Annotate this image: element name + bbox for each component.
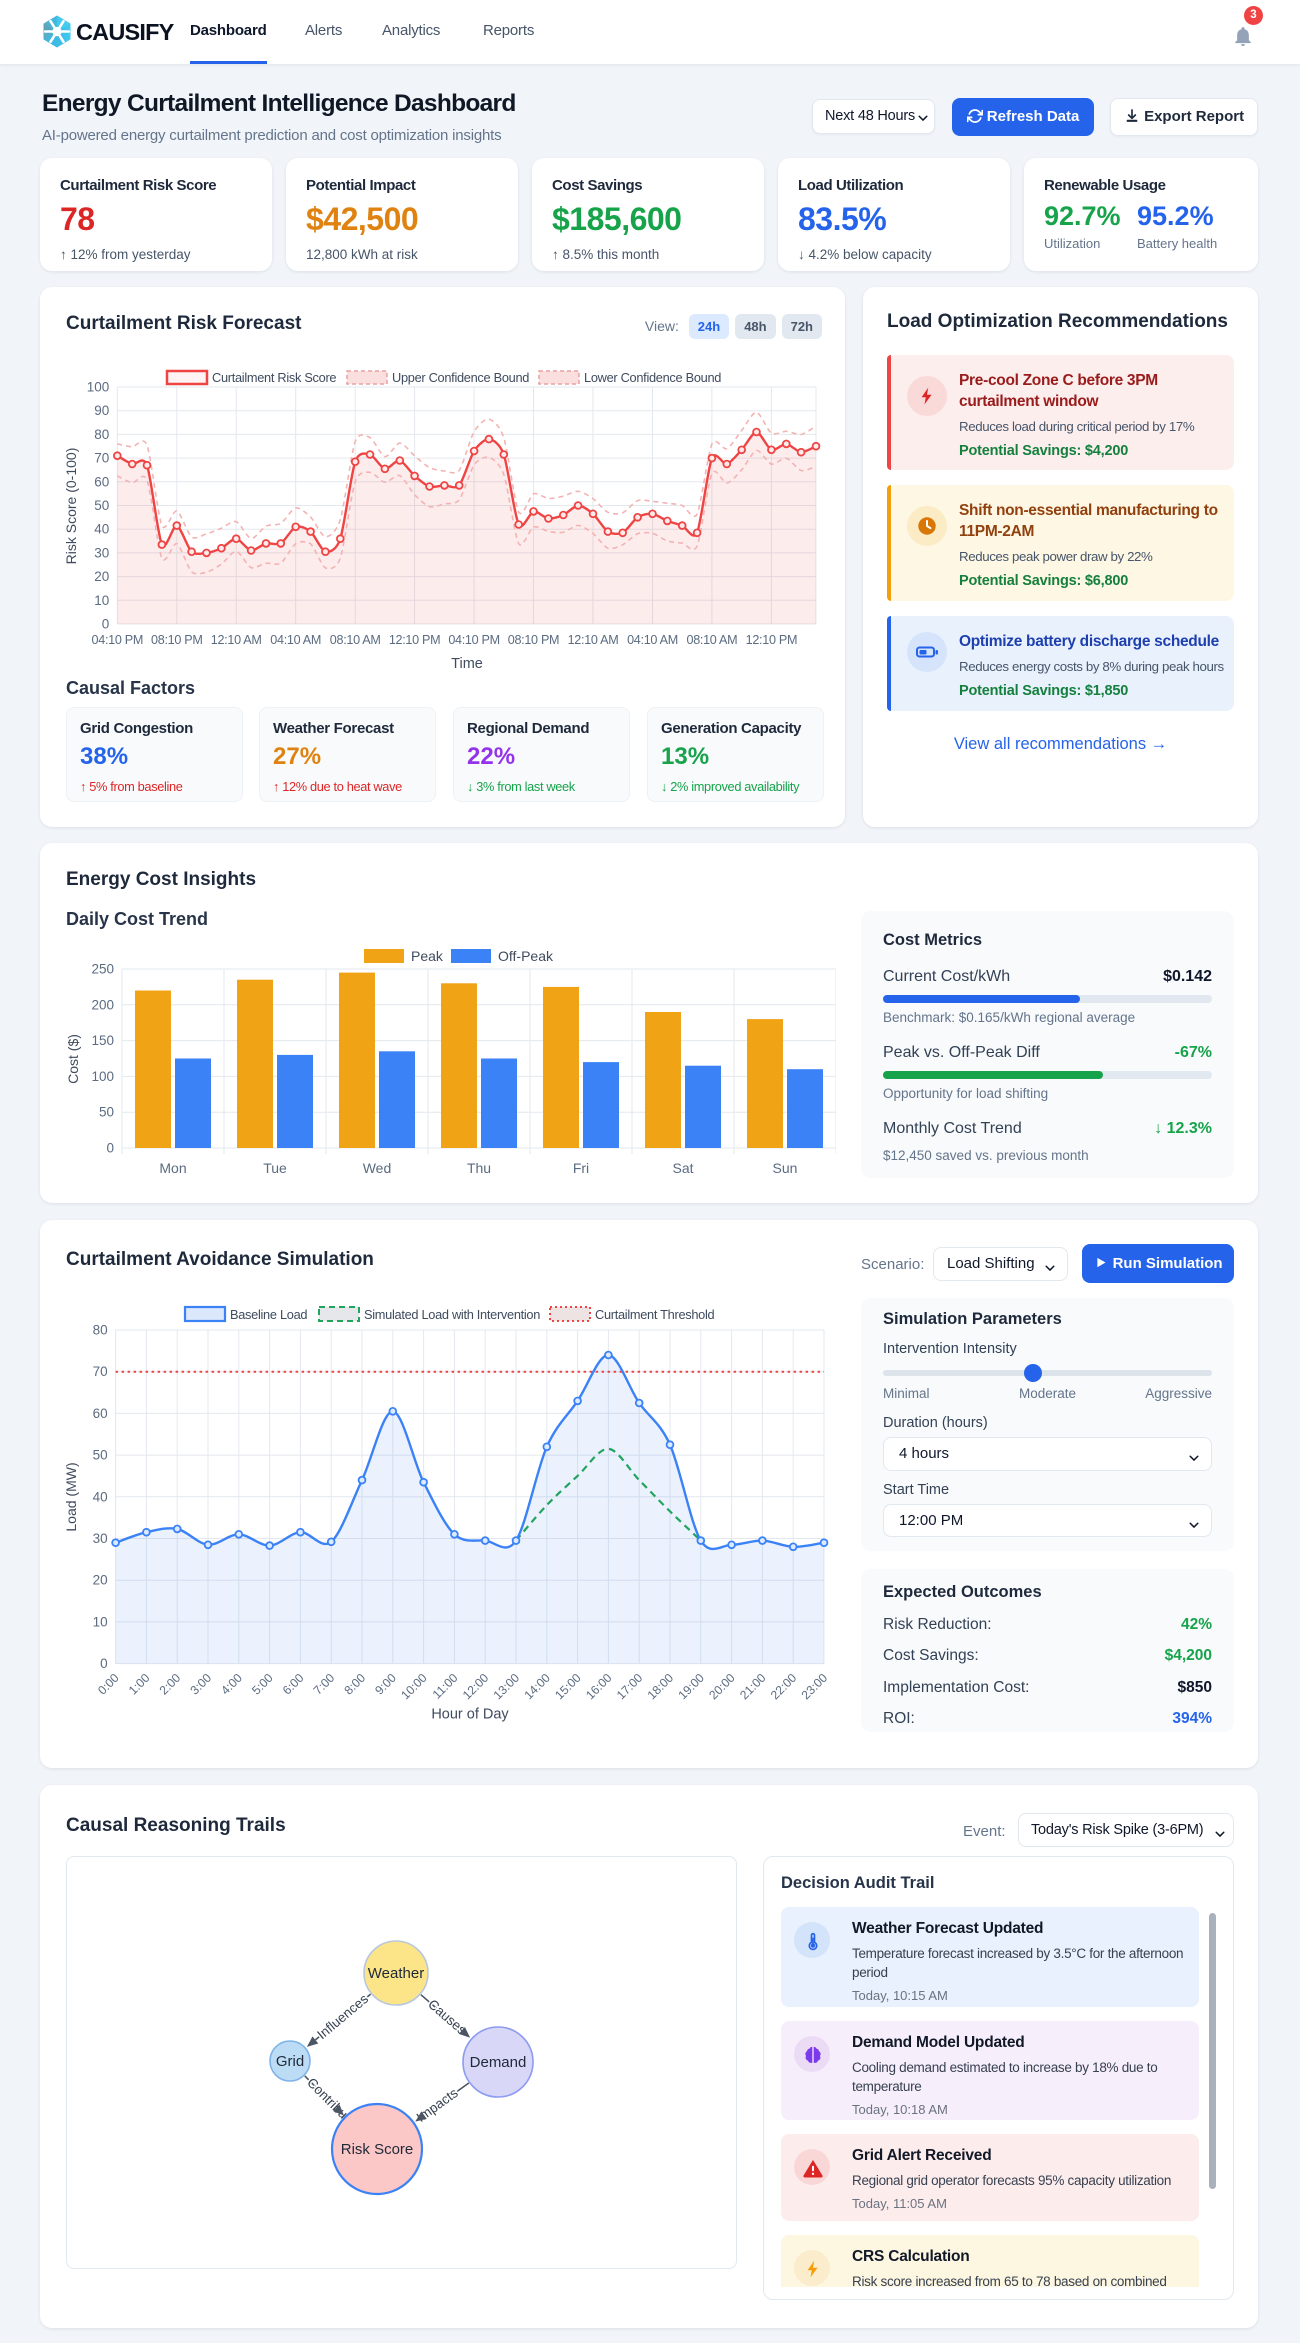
svg-text:20: 20 <box>93 1573 108 1588</box>
svg-text:Hour of Day: Hour of Day <box>431 1707 509 1723</box>
svg-text:150: 150 <box>91 1033 114 1048</box>
svg-text:Peak: Peak <box>411 948 444 964</box>
svg-text:20: 20 <box>94 569 109 584</box>
svg-text:Baseline Load: Baseline Load <box>230 1307 307 1322</box>
svg-text:04:10 AM: 04:10 AM <box>270 633 321 647</box>
svg-text:70: 70 <box>93 1364 108 1379</box>
svg-text:Mon: Mon <box>159 1160 186 1176</box>
svg-text:08:10 PM: 08:10 PM <box>151 633 203 647</box>
svg-text:Wed: Wed <box>363 1160 392 1176</box>
svg-text:Upper Confidence Bound: Upper Confidence Bound <box>392 370 529 385</box>
svg-text:20:00: 20:00 <box>706 1671 738 1703</box>
svg-text:1:00: 1:00 <box>126 1671 153 1698</box>
svg-text:10:00: 10:00 <box>398 1671 430 1703</box>
svg-text:5:00: 5:00 <box>249 1671 276 1698</box>
svg-text:Lower Confidence Bound: Lower Confidence Bound <box>584 370 721 385</box>
svg-text:200: 200 <box>91 997 114 1012</box>
svg-text:40: 40 <box>94 522 109 537</box>
svg-text:100: 100 <box>87 380 110 395</box>
svg-text:19:00: 19:00 <box>675 1671 707 1703</box>
svg-text:3:00: 3:00 <box>187 1671 214 1698</box>
svg-text:12:10 AM: 12:10 AM <box>568 633 619 647</box>
svg-text:60: 60 <box>93 1406 108 1421</box>
svg-text:04:10 PM: 04:10 PM <box>448 633 500 647</box>
svg-text:Risk Score (0-100): Risk Score (0-100) <box>64 448 79 565</box>
svg-text:Simulated Load with Interventi: Simulated Load with Intervention <box>364 1307 540 1322</box>
svg-text:13:00: 13:00 <box>491 1671 523 1703</box>
svg-text:50: 50 <box>94 498 109 513</box>
svg-text:90: 90 <box>94 403 109 418</box>
svg-text:100: 100 <box>91 1069 114 1084</box>
svg-text:Risk Score: Risk Score <box>341 2141 414 2158</box>
svg-text:17:00: 17:00 <box>614 1671 646 1703</box>
svg-text:4:00: 4:00 <box>218 1671 245 1698</box>
svg-text:Grid: Grid <box>276 2053 304 2070</box>
svg-text:04:10 PM: 04:10 PM <box>92 633 144 647</box>
svg-text:7:00: 7:00 <box>311 1671 338 1698</box>
svg-text:10: 10 <box>93 1614 108 1629</box>
svg-text:0: 0 <box>100 1656 108 1671</box>
svg-text:9:00: 9:00 <box>372 1671 399 1698</box>
svg-text:Time: Time <box>451 656 483 672</box>
svg-text:10: 10 <box>94 593 109 608</box>
svg-text:Fri: Fri <box>573 1160 589 1176</box>
svg-text:12:00: 12:00 <box>460 1671 492 1703</box>
svg-text:2:00: 2:00 <box>157 1671 184 1698</box>
svg-text:70: 70 <box>94 451 109 466</box>
svg-text:0: 0 <box>106 1141 114 1156</box>
svg-text:40: 40 <box>93 1489 108 1504</box>
svg-text:18:00: 18:00 <box>645 1671 677 1703</box>
svg-text:50: 50 <box>99 1105 114 1120</box>
svg-text:04:10 AM: 04:10 AM <box>627 633 678 647</box>
svg-text:Demand: Demand <box>470 2054 527 2071</box>
svg-text:08:10 AM: 08:10 AM <box>686 633 737 647</box>
svg-text:Cost ($): Cost ($) <box>66 1034 81 1084</box>
svg-text:21:00: 21:00 <box>737 1671 769 1703</box>
svg-text:Off-Peak: Off-Peak <box>498 948 554 964</box>
svg-text:11:00: 11:00 <box>430 1671 461 1702</box>
svg-text:60: 60 <box>94 474 109 489</box>
svg-text:Weather: Weather <box>368 1965 424 1982</box>
svg-text:Curtailment Threshold: Curtailment Threshold <box>595 1307 715 1322</box>
svg-text:08:10 PM: 08:10 PM <box>508 633 560 647</box>
svg-text:12:10 PM: 12:10 PM <box>746 633 798 647</box>
svg-text:22:00: 22:00 <box>768 1671 800 1703</box>
svg-text:23:00: 23:00 <box>799 1671 829 1703</box>
svg-text:30: 30 <box>94 545 109 560</box>
svg-text:15:00: 15:00 <box>552 1671 584 1703</box>
svg-text:16:00: 16:00 <box>583 1671 615 1703</box>
svg-text:14:00: 14:00 <box>521 1671 553 1703</box>
svg-text:30: 30 <box>93 1531 108 1546</box>
svg-text:Thu: Thu <box>467 1160 491 1176</box>
svg-text:Load (MW): Load (MW) <box>64 1462 79 1531</box>
svg-text:Sat: Sat <box>672 1160 693 1176</box>
svg-text:80: 80 <box>93 1323 108 1338</box>
svg-text:0:00: 0:00 <box>95 1671 122 1698</box>
svg-text:Influences: Influences <box>314 1991 371 2042</box>
svg-text:08:10 AM: 08:10 AM <box>330 633 381 647</box>
svg-text:0: 0 <box>102 617 110 632</box>
svg-text:12:10 PM: 12:10 PM <box>389 633 441 647</box>
svg-text:12:10 AM: 12:10 AM <box>211 633 262 647</box>
svg-text:Tue: Tue <box>263 1160 287 1176</box>
svg-text:8:00: 8:00 <box>341 1671 368 1698</box>
svg-text:80: 80 <box>94 427 109 442</box>
svg-text:6:00: 6:00 <box>280 1671 307 1698</box>
svg-text:Curtailment Risk Score: Curtailment Risk Score <box>212 370 336 385</box>
svg-text:250: 250 <box>91 962 114 977</box>
svg-text:Sun: Sun <box>773 1160 798 1176</box>
svg-text:50: 50 <box>93 1448 108 1463</box>
